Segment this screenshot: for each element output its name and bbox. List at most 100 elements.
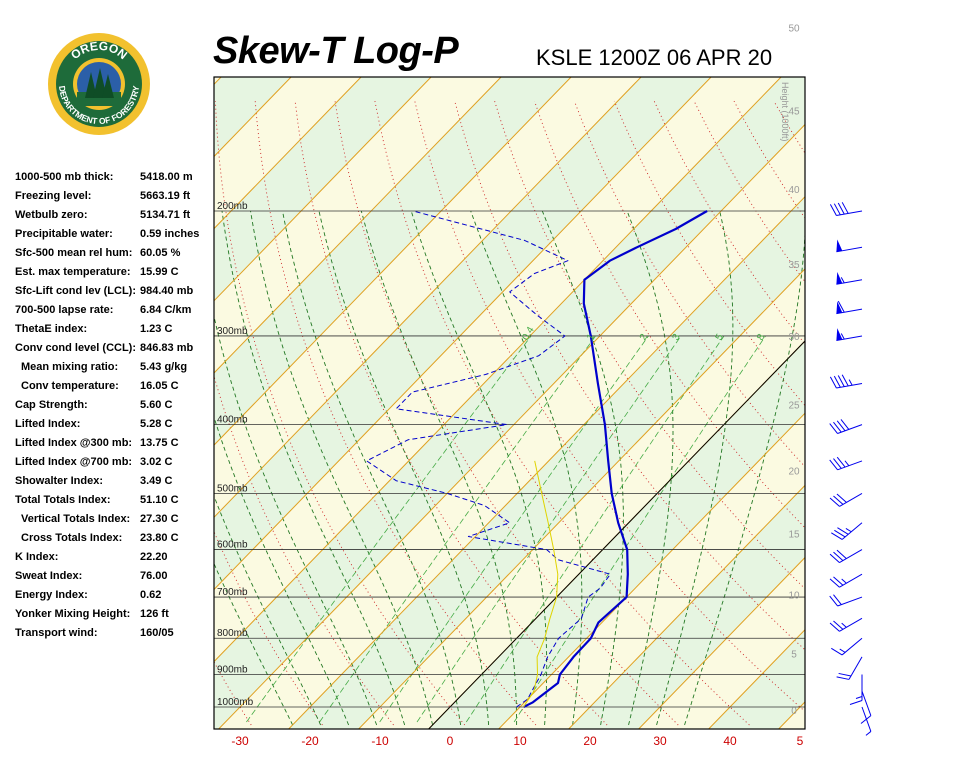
wind-barb-full	[860, 715, 872, 724]
wind-barb-full	[833, 551, 844, 561]
isotherm-line	[214, 77, 782, 663]
index-row: Yonker Mixing Height: 126 ft	[15, 605, 215, 624]
height-tick-label: 50	[788, 24, 800, 35]
wind-barb-staff	[836, 210, 863, 217]
moist-adiabat	[626, 210, 674, 726]
mixing-ratio-line	[319, 335, 596, 723]
moist-adiabat	[214, 494, 322, 726]
wind-barb-staff	[839, 573, 863, 588]
height-tick-label: 5	[791, 649, 797, 660]
isobar-label: 1000mb	[217, 697, 254, 708]
index-label: Mean mixing ratio:	[21, 361, 119, 373]
plot-area	[214, 77, 960, 729]
index-row: 1000-500 mb thick: 5418.00 m	[15, 168, 215, 187]
height-tick-label: 0	[791, 706, 797, 717]
wind-barb	[836, 656, 863, 680]
index-row: Sfc-Lift cond lev (LCL): 984.40 mb	[15, 282, 215, 301]
x-tick-label: 5	[797, 734, 804, 748]
wind-barb-full	[833, 375, 841, 388]
index-value: 3.02 C	[140, 456, 173, 468]
index-label: 700-500 lapse rate:	[15, 304, 114, 316]
isotherm-line	[638, 556, 805, 729]
height-tick-label: 10	[788, 591, 800, 602]
moist-adiabat	[541, 210, 624, 726]
index-label: Vertical Totals Index:	[21, 513, 131, 525]
isotherm-line	[218, 123, 805, 729]
index-label: Total Totals Index:	[15, 494, 111, 506]
mixing-ratio-label: 2	[638, 332, 651, 343]
wind-barb-half	[840, 277, 845, 284]
index-label: Lifted Index @700 mb:	[15, 456, 133, 468]
wind-barb	[836, 328, 863, 341]
index-value: 22.20	[140, 551, 168, 563]
height-tick-label: 30	[788, 332, 800, 343]
index-value: 0.59 inches	[140, 228, 200, 240]
index-label: Energy Index:	[15, 589, 88, 601]
wind-barb-staff	[839, 492, 863, 507]
mixing-ratio-label: 3	[671, 332, 684, 343]
index-row: Cap Strength: 5.60 C	[15, 396, 215, 415]
index-value: 13.75 C	[140, 437, 179, 449]
wind-barb	[831, 637, 863, 656]
mixing-ratio-line	[246, 335, 532, 723]
index-row: Vertical Totals Index: 27.30 C	[15, 510, 215, 529]
wind-barb-staff	[837, 424, 863, 434]
isotherm-line	[358, 268, 805, 729]
moist-adiabat	[318, 210, 490, 726]
wind-barb-half	[841, 578, 847, 584]
isotherm-line	[214, 77, 642, 519]
index-value: 5418.00 m	[140, 171, 193, 183]
index-label: Cross Totals Index:	[21, 532, 123, 544]
index-label: Precipitable water:	[15, 228, 113, 240]
wind-barb-full	[831, 532, 843, 540]
index-row: Sweat Index: 76.00	[15, 567, 215, 586]
wind-barb	[829, 594, 863, 607]
wind-barb-full	[829, 376, 837, 389]
index-label: Est. max temperature:	[15, 266, 131, 278]
wind-barb-staff	[848, 656, 863, 680]
index-row: 700-500 lapse rate: 6.84 C/km	[15, 301, 215, 320]
wind-barb-full	[829, 459, 838, 471]
moist-adiabat	[214, 314, 378, 726]
index-label: ThetaE index:	[15, 323, 88, 335]
svg-text:OREGON: OREGON	[68, 39, 130, 62]
index-label: Sfc-Lift cond lev (LCL):	[15, 285, 136, 297]
isotherm-line	[214, 77, 362, 230]
wind-barb-full	[837, 202, 845, 215]
index-label: Sfc-500 mean rel hum:	[15, 247, 133, 259]
mixing-ratio-line	[513, 335, 766, 723]
wind-barb-full	[833, 458, 842, 469]
height-tick-label: 25	[788, 401, 800, 412]
wind-barb-full	[833, 495, 844, 505]
index-row: Energy Index: 0.62	[15, 586, 215, 605]
index-label: Lifted Index:	[15, 418, 81, 430]
wind-barb-full	[836, 493, 847, 503]
index-value: 5.60 C	[140, 399, 173, 411]
index-row: Lifted Index: 5.28 C	[15, 415, 215, 434]
x-tick-label: 40	[723, 734, 737, 748]
wind-barb-full	[841, 374, 849, 387]
index-label: Yonker Mixing Height:	[15, 608, 131, 620]
isotherm-line	[568, 484, 805, 729]
index-value: 0.62	[140, 589, 162, 601]
x-tick-label: -10	[371, 734, 389, 748]
index-value: 160/05	[140, 627, 174, 639]
isotherm-line	[214, 77, 572, 446]
wind-barb-half	[840, 333, 845, 340]
wind-barb-full	[829, 497, 840, 507]
index-row: Showalter Index: 3.49 C	[15, 472, 215, 491]
wind-barb-staff	[836, 382, 863, 389]
moist-adiabat	[360, 210, 518, 725]
dry-adiabat	[933, 101, 960, 725]
isotherm-line	[214, 77, 432, 302]
isotherm-line	[214, 77, 502, 374]
height-tick-label: 20	[788, 466, 800, 477]
wind-barb-staff	[836, 279, 863, 285]
isotherm-line	[214, 77, 222, 86]
wind-barb-full	[829, 553, 840, 563]
wind-barb	[849, 674, 863, 706]
index-row: Lifted Index @300 mb: 13.75 C	[15, 434, 215, 453]
index-label: Showalter Index:	[15, 475, 104, 487]
index-row: Freezing level: 5663.19 ft	[15, 187, 215, 206]
dry-adiabat	[814, 101, 960, 725]
